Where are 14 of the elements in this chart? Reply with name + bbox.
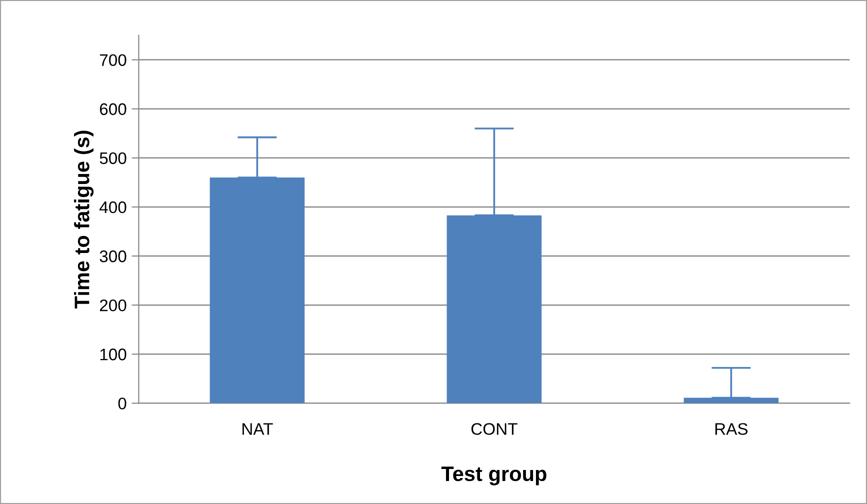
- y-tick-label: 400: [99, 201, 126, 214]
- x-tick-label: RAS: [715, 423, 748, 435]
- x-tick-label: NAT: [242, 423, 273, 435]
- y-tick-label: 0: [118, 398, 126, 410]
- x-tick-label: CONT: [471, 423, 518, 435]
- bar: [210, 178, 305, 404]
- y-tick-label: 500: [100, 152, 126, 164]
- y-tick-label: 300: [100, 250, 126, 262]
- x-axis-title: Test group: [441, 466, 546, 486]
- y-tick-label: 200: [100, 299, 126, 312]
- y-tick-label: 600: [100, 103, 126, 116]
- y-tick-label: 700: [100, 54, 126, 66]
- y-axis-title: Time to fatigue (s): [74, 130, 94, 309]
- y-tick-label: 100: [100, 348, 126, 360]
